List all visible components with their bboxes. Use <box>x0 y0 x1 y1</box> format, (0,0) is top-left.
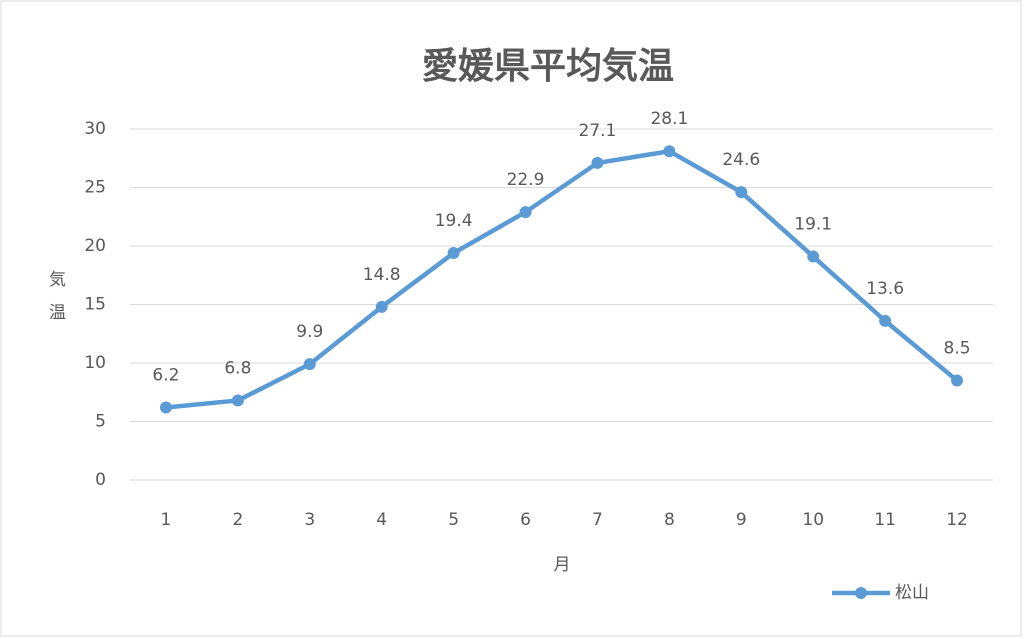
data-point <box>231 394 244 407</box>
x-tick-label: 4 <box>376 510 387 530</box>
data-point <box>447 247 460 260</box>
y-tick-label: 25 <box>84 178 106 198</box>
x-tick-label: 3 <box>304 510 315 530</box>
y-tick-label: 20 <box>84 236 106 256</box>
legend-label: 松山 <box>895 583 929 603</box>
data-label: 14.8 <box>363 265 401 285</box>
data-label: 6.2 <box>152 365 179 385</box>
x-tick-label: 8 <box>664 510 675 530</box>
y-tick-label: 10 <box>84 353 106 373</box>
series-line <box>165 148 959 410</box>
chart-title: 愛媛県平均気温 <box>422 46 674 87</box>
y-tick-label: 30 <box>84 119 106 139</box>
y-tick-label: 0 <box>95 470 106 490</box>
data-point <box>951 374 964 387</box>
x-tick-label: 12 <box>946 510 968 530</box>
x-tick-label: 1 <box>161 510 172 530</box>
data-label: 19.1 <box>794 215 832 235</box>
data-label: 6.8 <box>224 358 251 378</box>
data-point <box>879 314 892 327</box>
data-point <box>303 358 316 371</box>
data-point <box>159 401 172 414</box>
data-label: 19.4 <box>435 211 473 231</box>
data-label: 8.5 <box>944 339 971 359</box>
data-point <box>519 206 532 219</box>
legend-marker <box>855 587 867 599</box>
y-tick-label: 15 <box>84 295 106 315</box>
data-label: 24.6 <box>722 150 760 170</box>
data-point <box>591 156 604 169</box>
data-point <box>807 250 820 263</box>
y-axis-label: 気温 <box>45 270 66 336</box>
data-label: 28.1 <box>650 109 688 129</box>
data-label: 22.9 <box>507 170 545 190</box>
x-tick-label: 6 <box>520 510 531 530</box>
data-label: 9.9 <box>296 322 323 342</box>
x-axis-label: 月 <box>554 555 571 575</box>
x-tick-label: 10 <box>802 510 824 530</box>
data-point <box>735 186 748 199</box>
x-tick-label: 9 <box>736 510 747 530</box>
x-tick-label: 7 <box>592 510 603 530</box>
data-point <box>663 145 676 158</box>
x-tick-label: 5 <box>448 510 459 530</box>
data-label: 27.1 <box>579 121 617 141</box>
y-tick-label: 5 <box>95 412 106 432</box>
x-tick-label: 2 <box>232 510 243 530</box>
x-tick-label: 11 <box>874 510 896 530</box>
data-point <box>375 300 388 313</box>
data-label: 13.6 <box>866 279 904 299</box>
